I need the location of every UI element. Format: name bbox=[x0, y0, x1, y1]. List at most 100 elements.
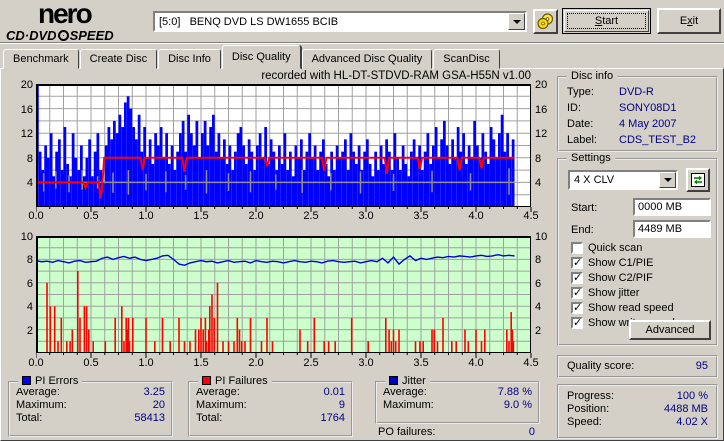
y-tick-label: 2 bbox=[535, 324, 542, 337]
start-position-label: Start: bbox=[571, 202, 598, 214]
quality-score-box: Quality score: 95 bbox=[557, 355, 718, 378]
app-logo: nero CD·DVD SPEED bbox=[6, 0, 136, 44]
y-tick-label: 6 bbox=[535, 277, 542, 290]
start-button[interactable]: Start bbox=[562, 8, 651, 34]
end-position-input[interactable]: 4489 MB bbox=[633, 220, 711, 238]
tab-create-disc[interactable]: Create Disc bbox=[79, 49, 158, 69]
y-tick-label: 10 bbox=[535, 231, 548, 243]
po-failures-row: PO failures: 0 bbox=[378, 426, 535, 439]
logo-speed-text: SPEED bbox=[69, 28, 114, 43]
y-tick-label: 8 bbox=[535, 152, 542, 165]
dropdown-arrow-icon bbox=[512, 19, 521, 24]
x-tick-label: 3.5 bbox=[413, 357, 429, 369]
drive-select-dropdown-button[interactable] bbox=[508, 13, 525, 30]
chart-title: recorded with HL-DT-STDVD-RAM GSA-H55N v… bbox=[261, 70, 531, 82]
x-tick-label: 1.5 bbox=[193, 210, 209, 222]
disc-info-title: Disc info bbox=[567, 70, 618, 83]
header-divider-highlight bbox=[0, 43, 724, 44]
drive-select[interactable]: [5:0] BENQ DVD LS DW1655 BCIB bbox=[153, 11, 527, 32]
tab-disc-info[interactable]: Disc Info bbox=[158, 49, 221, 69]
quality-score-label: Quality score: bbox=[567, 360, 635, 372]
stat-row: Total: 58413 bbox=[16, 412, 165, 424]
quality-score-value: 95 bbox=[695, 360, 708, 372]
pi-errors-chart bbox=[35, 84, 532, 213]
advanced-button[interactable]: Advanced bbox=[629, 320, 711, 340]
stat-row: Maximum: 20 bbox=[16, 399, 165, 411]
x-tick-label: 2.0 bbox=[248, 357, 264, 369]
checkbox-quick-scan[interactable]: Quick scan bbox=[571, 242, 642, 254]
y-tick-label: 20 bbox=[535, 79, 548, 91]
progress-row: Progress: 100 % bbox=[567, 390, 708, 402]
po-failures-value: 0 bbox=[528, 426, 535, 438]
jitter-y-axis-left: 10 8 6 4 2 bbox=[6, 231, 33, 353]
disc-info-row: ID: SONY08D1 bbox=[567, 102, 677, 114]
pi-errors-x-axis: 0.0 0.5 1.0 1.5 2.0 2.5 3.0 3.5 4.0 4.5 bbox=[28, 210, 538, 222]
checkbox-show-jitter[interactable]: Show jitter bbox=[571, 286, 639, 299]
tab-advanced-disc-quality[interactable]: Advanced Disc Quality bbox=[301, 49, 433, 69]
jitter-y-axis-right: 10 8 6 4 2 bbox=[535, 231, 562, 353]
checkbox-icon[interactable] bbox=[571, 242, 583, 254]
x-tick-label: 3.0 bbox=[358, 357, 374, 369]
pi-errors-y-axis-left: 20 16 12 8 4 bbox=[6, 79, 33, 207]
checkbox-show-read-speed[interactable]: Show read speed bbox=[571, 301, 674, 314]
x-tick-label: 4.5 bbox=[523, 210, 539, 222]
start-position-input[interactable]: 0000 MB bbox=[633, 198, 711, 216]
y-tick-label: 4 bbox=[26, 301, 33, 314]
jitter-stats-title: Jitter bbox=[402, 375, 426, 387]
header-divider bbox=[0, 42, 724, 43]
scan-speed-dropdown-button[interactable] bbox=[659, 172, 676, 188]
x-tick-label: 1.0 bbox=[138, 210, 154, 222]
stat-row: Average: 7.88 % bbox=[383, 386, 532, 398]
settings-title: Settings bbox=[567, 152, 615, 165]
scan-speed-value: 4 X CLV bbox=[574, 174, 615, 186]
disc-tools-button[interactable] bbox=[533, 9, 558, 34]
pi-errors-stats-box: PI Errors Average: 3.25 Maximum: 20 Total:… bbox=[8, 375, 173, 437]
x-tick-label: 4.0 bbox=[468, 357, 484, 369]
x-tick-label: 0.0 bbox=[28, 210, 44, 222]
y-tick-label: 12 bbox=[535, 128, 548, 141]
x-tick-label: 1.5 bbox=[193, 357, 209, 369]
pi-failures-stats-box: PI Failures Average: 0.01 Maximum: 9 Total… bbox=[188, 375, 353, 437]
disc-info-group: Disc info Type: DVD-R ID: SONY08D1 Date: 4 … bbox=[557, 70, 718, 152]
disc-info-row: Date: 4 May 2007 bbox=[567, 118, 677, 130]
y-tick-label: 16 bbox=[535, 103, 548, 116]
y-tick-label: 4 bbox=[535, 301, 542, 314]
y-tick-label: 2 bbox=[26, 324, 33, 337]
disc-icon bbox=[57, 30, 69, 41]
x-tick-label: 3.0 bbox=[358, 210, 374, 222]
pi-errors-legend-icon bbox=[22, 376, 31, 385]
checkbox-show-c2-pif[interactable]: Show C2/PIF bbox=[571, 271, 653, 284]
x-tick-label: 4.5 bbox=[523, 357, 539, 369]
x-tick-label: 4.0 bbox=[468, 210, 484, 222]
logo-cd-dvd-text: CD·DVD bbox=[6, 28, 57, 43]
tab-disc-quality[interactable]: Disc Quality bbox=[221, 45, 301, 69]
y-tick-label: 8 bbox=[26, 254, 33, 267]
discs-icon bbox=[537, 13, 554, 30]
y-tick-label: 8 bbox=[26, 152, 33, 165]
pi-failures-legend-icon bbox=[202, 376, 211, 385]
exit-button[interactable]: Exit bbox=[657, 8, 721, 34]
refresh-button[interactable] bbox=[686, 168, 710, 192]
y-tick-label: 4 bbox=[26, 177, 33, 190]
tab-scandisc[interactable]: ScanDisc bbox=[433, 49, 500, 69]
checkbox-icon[interactable] bbox=[571, 316, 583, 329]
tab-benchmark[interactable]: Benchmark bbox=[3, 49, 79, 69]
stat-row: Average: 3.25 bbox=[16, 386, 165, 398]
pi-failures-stats-title: PI Failures bbox=[215, 375, 268, 387]
y-tick-label: 6 bbox=[26, 277, 33, 290]
pi-errors-stats-title: PI Errors bbox=[35, 375, 79, 387]
x-tick-label: 0.5 bbox=[83, 210, 99, 222]
end-position-label: End: bbox=[571, 224, 594, 236]
checkbox-icon[interactable] bbox=[571, 286, 583, 299]
x-tick-label: 0.0 bbox=[28, 357, 44, 369]
x-tick-label: 0.5 bbox=[83, 357, 99, 369]
checkbox-show-c1-pie[interactable]: Show C1/PIE bbox=[571, 256, 653, 269]
checkbox-icon[interactable] bbox=[571, 256, 583, 269]
jitter-pif-chart bbox=[35, 236, 532, 359]
checkbox-icon[interactable] bbox=[571, 301, 583, 314]
checkbox-icon[interactable] bbox=[571, 271, 583, 284]
stat-row: Total: 1764 bbox=[196, 412, 345, 424]
x-tick-label: 3.5 bbox=[413, 210, 429, 222]
x-tick-label: 2.0 bbox=[248, 210, 264, 222]
scan-speed-select[interactable]: 4 X CLV bbox=[568, 170, 678, 190]
